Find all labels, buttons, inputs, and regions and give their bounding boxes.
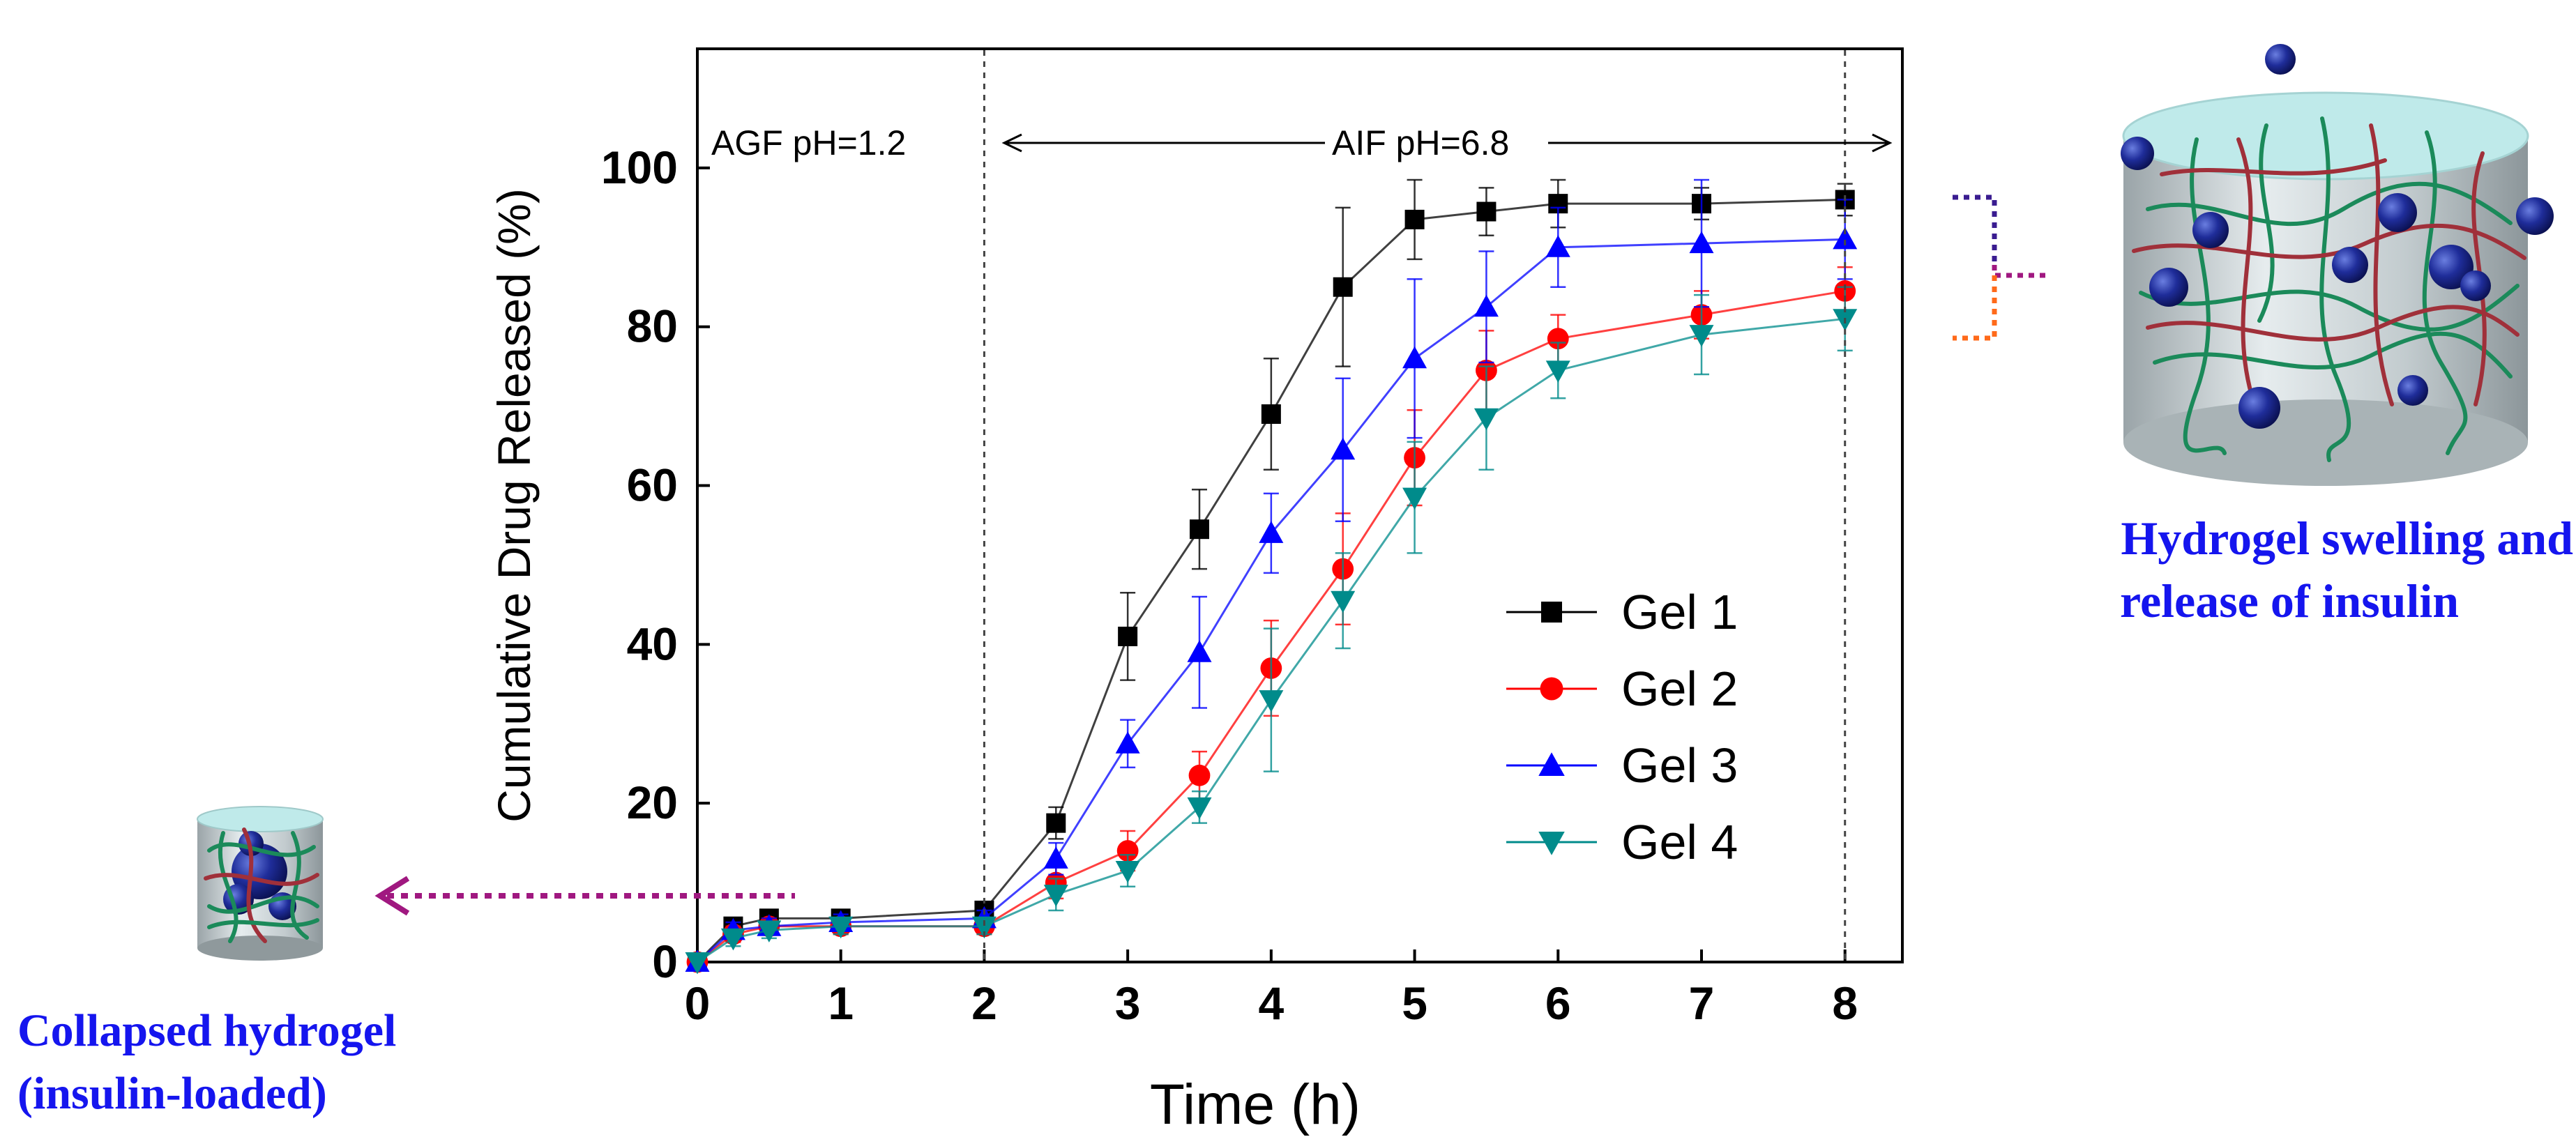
x-tick-label: 2	[971, 977, 997, 1029]
phase-agf-label: AGF pH=1.2	[711, 123, 906, 162]
legend-label: Gel 1	[1621, 585, 1738, 639]
x-tick-label: 1	[828, 977, 854, 1029]
data-point	[1331, 437, 1356, 460]
x-tick-label: 0	[685, 977, 711, 1029]
phase-aif-label: AIF pH=6.8	[1332, 123, 1509, 162]
y-axis-title: Cumulative Drug Released (%)	[488, 188, 540, 823]
swollen-hydrogel-illustration	[2121, 44, 2554, 486]
data-point	[720, 928, 745, 951]
data-point	[1187, 797, 1212, 820]
x-tick-label: 4	[1258, 977, 1284, 1029]
data-point	[757, 920, 782, 943]
x-tick-label: 7	[1689, 977, 1715, 1029]
x-tick-label: 5	[1402, 977, 1427, 1029]
y-tick-label: 60	[627, 459, 678, 511]
data-point	[1118, 626, 1138, 646]
data-point	[1547, 328, 1569, 350]
data-point	[1046, 813, 1066, 833]
data-point	[1261, 404, 1281, 424]
data-point	[828, 916, 854, 939]
data-point	[971, 916, 997, 939]
swelling-bracket	[1953, 194, 2050, 341]
swelling-caption-line1: Hydrogel swelling and	[2121, 512, 2573, 565]
data-point	[1473, 408, 1499, 431]
series-gel-4	[685, 286, 1858, 975]
swelling-caption-line2: release of insulin	[2120, 574, 2459, 627]
data-point	[1115, 731, 1140, 754]
collapsed-caption-line2: (insulin-loaded)	[17, 1068, 327, 1119]
x-tick-label: 6	[1545, 977, 1571, 1029]
data-point	[1689, 231, 1714, 254]
data-point	[1331, 590, 1356, 613]
x-tick-label: 8	[1832, 977, 1858, 1029]
data-point	[1333, 277, 1353, 297]
data-point	[1116, 840, 1139, 862]
data-point	[1402, 487, 1427, 510]
data-point	[1188, 764, 1211, 786]
data-point	[1043, 846, 1068, 869]
y-tick-label: 100	[601, 142, 678, 193]
data-point	[1402, 346, 1427, 369]
y-tick-label: 40	[627, 618, 678, 669]
legend-marker	[1541, 602, 1562, 623]
y-tick-label: 0	[652, 936, 678, 987]
collapsed-arrow	[374, 876, 795, 916]
data-point	[1259, 690, 1284, 712]
legend-marker	[1538, 832, 1565, 855]
data-point	[685, 952, 710, 975]
phase-aif-arrow	[1001, 133, 1893, 153]
data-point	[1187, 640, 1212, 662]
data-layer	[685, 178, 1858, 975]
y-tick-label: 80	[627, 300, 678, 352]
x-tick-label: 3	[1115, 977, 1141, 1029]
legend-label: Gel 4	[1621, 815, 1738, 869]
legend-marker	[1540, 677, 1563, 701]
data-point	[1545, 360, 1570, 383]
legend-label: Gel 3	[1621, 738, 1738, 793]
y-tick-label: 20	[627, 777, 678, 828]
data-point	[1545, 235, 1570, 257]
data-point	[1043, 885, 1068, 907]
legend-label: Gel 2	[1621, 662, 1738, 716]
x-axis-title: Time (h)	[1150, 1073, 1361, 1136]
legend-marker	[1538, 752, 1565, 776]
data-point	[1473, 294, 1499, 317]
data-point	[1833, 227, 1858, 250]
collapsed-hydrogel-illustration	[197, 806, 324, 961]
legend: Gel 1 Gel 2 Gel 3 Gel 4	[1506, 585, 1738, 869]
data-point	[1190, 519, 1209, 540]
data-point	[1115, 861, 1140, 883]
data-point	[1689, 325, 1714, 347]
data-point	[1476, 201, 1497, 222]
plot-frame	[696, 47, 1904, 963]
collapsed-caption-line1: Collapsed hydrogel	[17, 1005, 396, 1056]
data-point	[1259, 521, 1284, 543]
data-point	[1404, 209, 1425, 229]
